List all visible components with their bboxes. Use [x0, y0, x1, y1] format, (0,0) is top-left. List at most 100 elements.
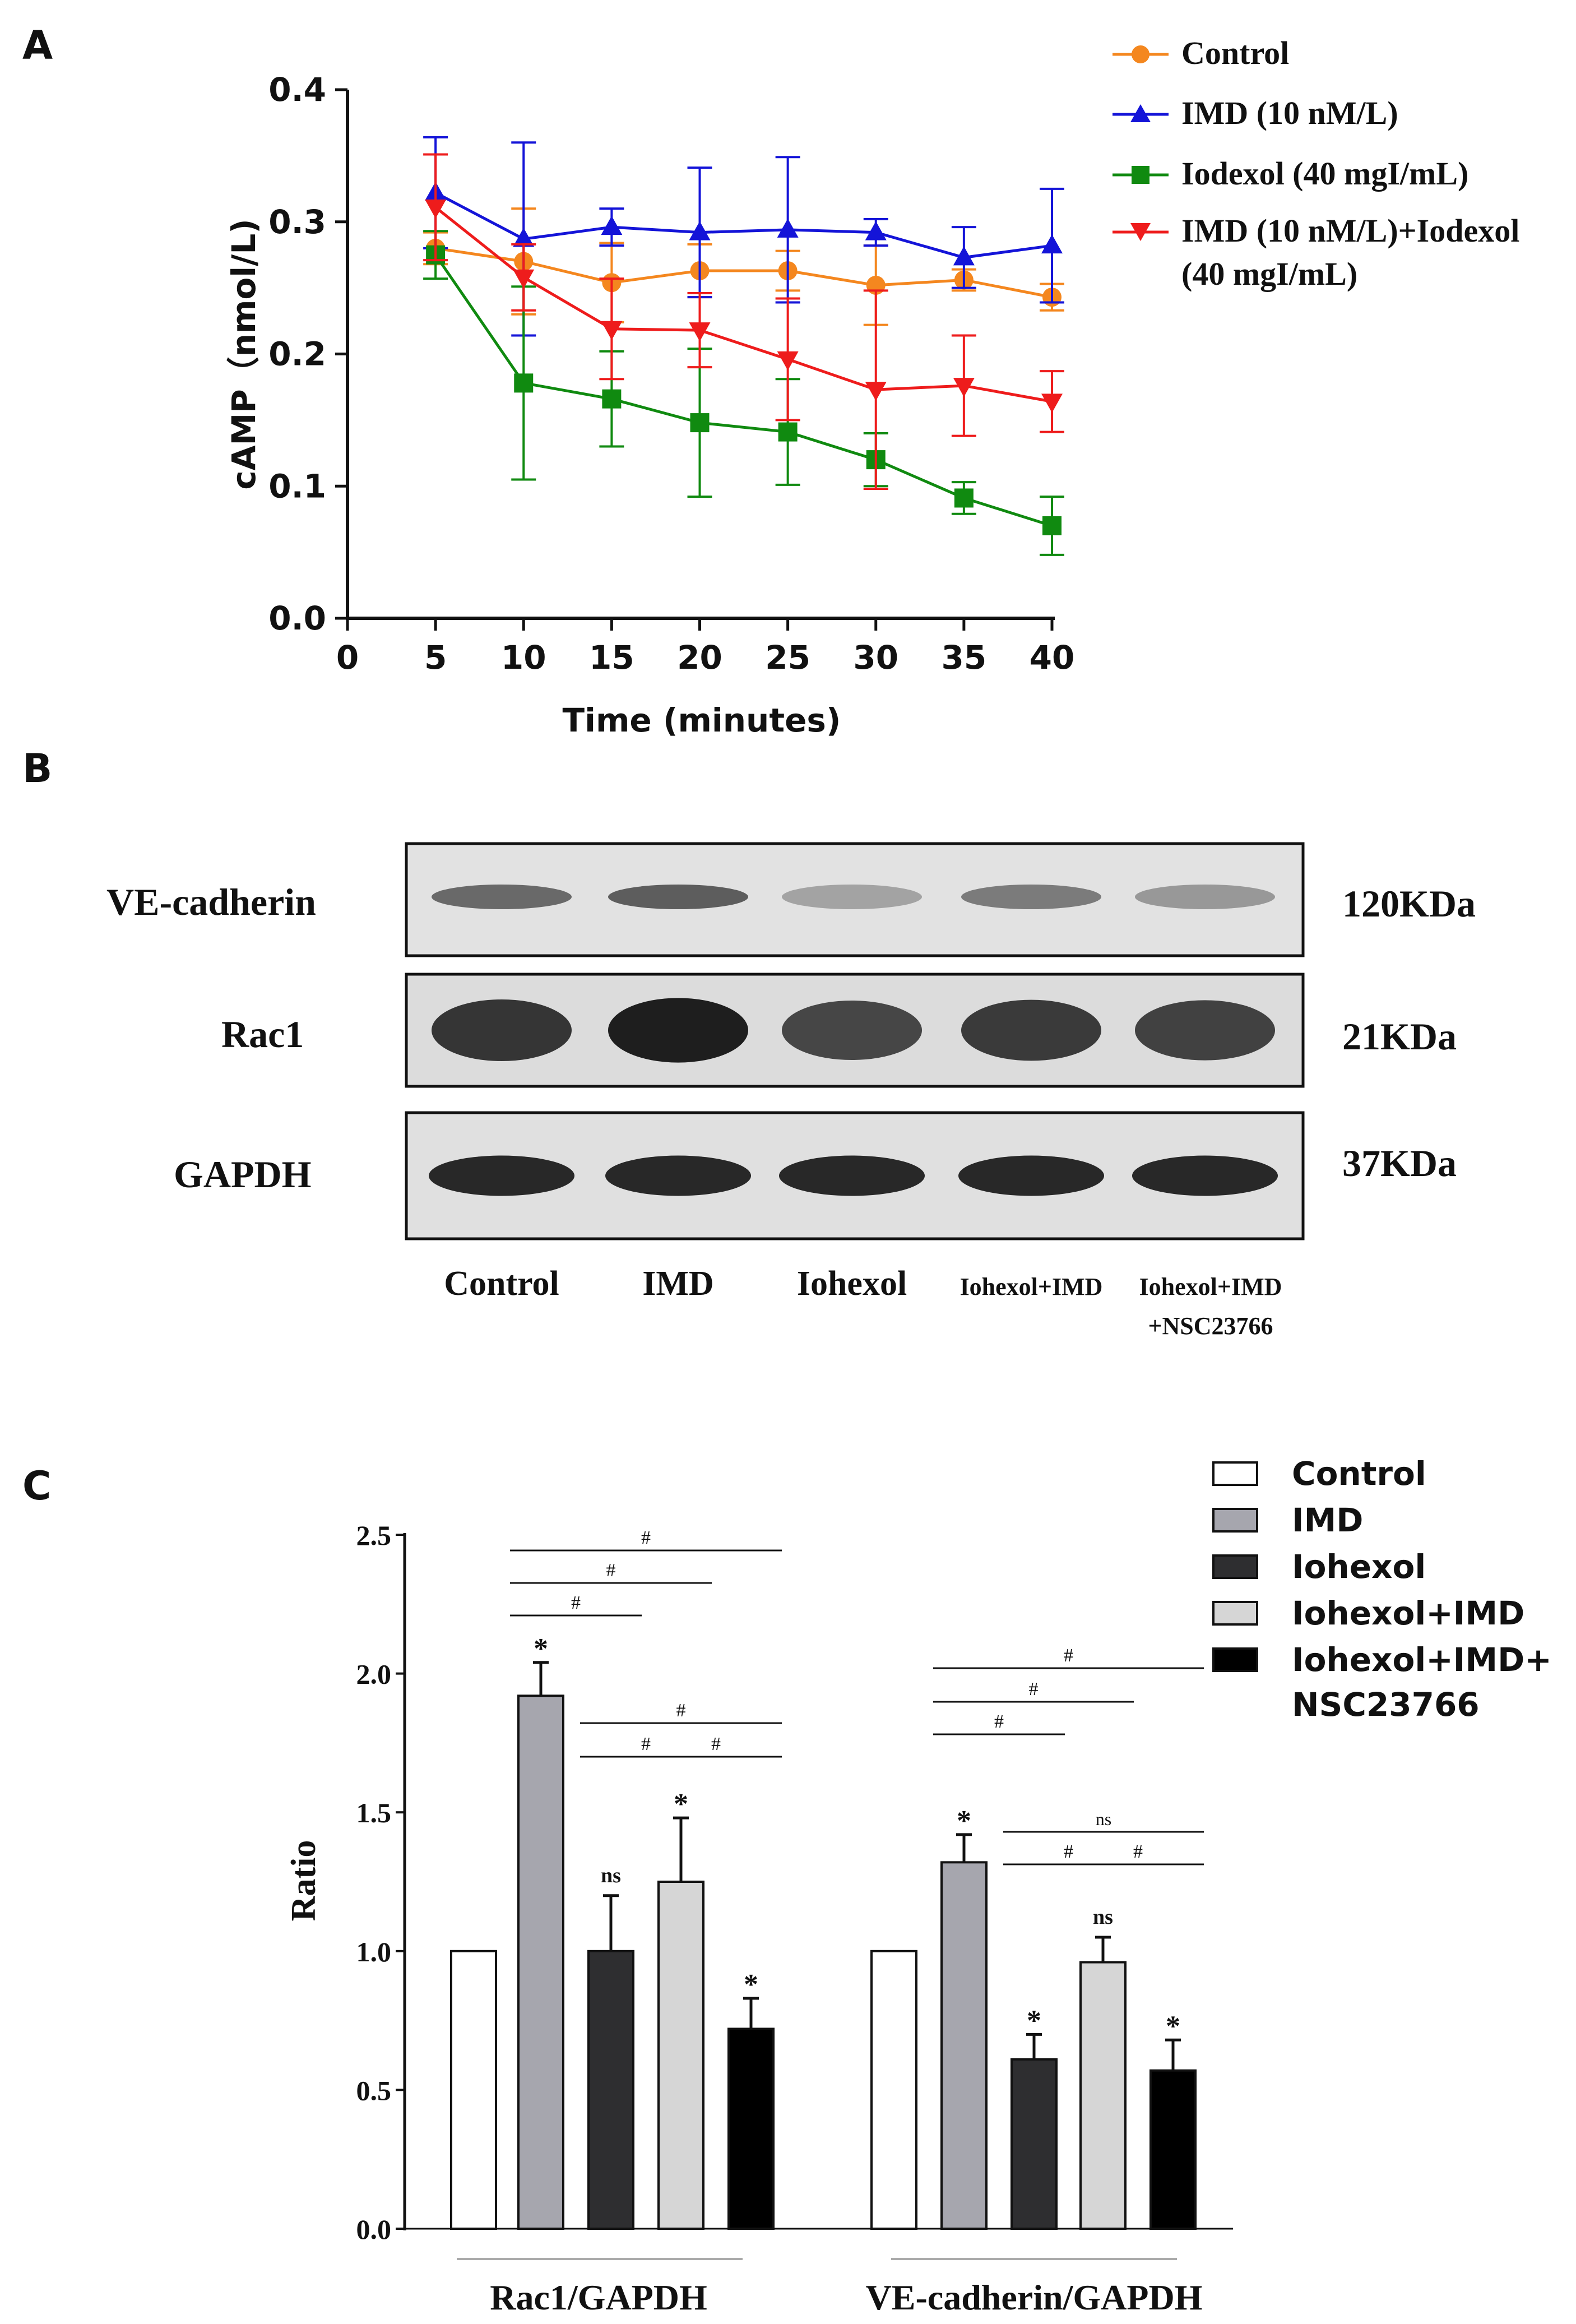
- a-x-tick-label: 40: [1030, 638, 1075, 677]
- c-significance: ns: [1093, 1905, 1113, 1929]
- blot-protein-label: VE-cadherin: [106, 881, 316, 923]
- a-x-tick-label: 25: [765, 638, 810, 677]
- a-legend-combo: IMD (10 nM/L)+Iodexol (40 mgI/mL): [1113, 212, 1519, 292]
- blot-lane-label: Iohexol: [797, 1265, 907, 1303]
- c-comparison-label: #: [711, 1734, 721, 1754]
- c-legend-item: Iohexol: [1212, 1548, 1426, 1586]
- a-y-tick-label: 0.4: [268, 71, 326, 109]
- blot-lane-label: Iohexol+IMD: [1139, 1273, 1282, 1300]
- a-legend-label: IMD (10 nM/L): [1181, 95, 1398, 131]
- c-y-tick-label: 1.5: [356, 1797, 392, 1828]
- blot-band: [608, 998, 748, 1063]
- c-legend-swatch: [1212, 1508, 1258, 1533]
- blot-band: [782, 1001, 922, 1060]
- blot-lane-label-line2: +NSC23766: [1148, 1312, 1273, 1340]
- c-bar: [870, 1950, 917, 2230]
- a-x-tick-label: 15: [589, 638, 634, 677]
- c-significance: *: [957, 1805, 971, 1837]
- c-bar: [1079, 1961, 1127, 2230]
- c-comparison-label: #: [1029, 1679, 1039, 1700]
- a-series-line: [434, 191, 1053, 259]
- c-y-tick-label: 1.0: [356, 1936, 392, 1967]
- a-data-point: [1042, 516, 1062, 535]
- a-data-point: [602, 389, 622, 409]
- blot-band: [1135, 1000, 1275, 1061]
- c-comparison-label: #: [1064, 1841, 1073, 1862]
- c-y-tick-label: 0.0: [356, 2214, 392, 2245]
- blot-band: [958, 1155, 1104, 1196]
- a-data-point: [1041, 234, 1063, 254]
- blot-row-rac1: Rac1 21KDa: [221, 973, 1457, 1088]
- c-significance: *: [1166, 2010, 1180, 2042]
- panel-c-chart: 0.0 0.5 1.0 1.5 2.0 2.5 * * ns * * ns * * # # # # # # # # # #…: [285, 1520, 1233, 2317]
- c-comparison-label: #: [676, 1700, 686, 1721]
- c-y-tick-label: 2.0: [356, 1659, 392, 1690]
- a-data-point: [689, 322, 711, 342]
- c-category-label: Rac1/GAPDH: [490, 2277, 707, 2317]
- a-data-point: [778, 422, 798, 442]
- a-legend-label-line2: (40 mgI/mL): [1181, 256, 1357, 292]
- blot-band: [429, 1155, 574, 1196]
- a-x-tick-label: 5: [424, 638, 447, 677]
- a-y-tick-label: 0.3: [268, 203, 326, 241]
- blot-row-gapdh: GAPDH 37KDa: [174, 1111, 1457, 1240]
- blot-size-label: 37KDa: [1342, 1142, 1457, 1184]
- c-comparison-label: #: [641, 1734, 651, 1754]
- c-y-tick-label: 2.5: [356, 1520, 392, 1551]
- blot-band: [961, 885, 1101, 909]
- c-legend-label: IMD: [1292, 1501, 1363, 1539]
- c-bar: [727, 2027, 775, 2230]
- c-legend-label-line2: NSC23766: [1292, 1686, 1480, 1724]
- a-legend-imd: IMD (10 nM/L): [1113, 95, 1398, 131]
- c-bar: [1149, 2069, 1197, 2230]
- a-series-3: [423, 153, 1064, 490]
- c-legend: Control IMD Iohexol Iohexol+IMD Iohexol+IMD+…: [1212, 1455, 1552, 1724]
- c-comparison-label: #: [571, 1592, 581, 1613]
- a-series-line: [434, 206, 1053, 403]
- a-y-tick-label: 0.2: [268, 335, 326, 373]
- a-series-line: [434, 254, 1053, 527]
- c-bar: [657, 1881, 704, 2230]
- a-data-point: [513, 269, 535, 289]
- blot-band: [1132, 1155, 1278, 1196]
- c-category-label: VE-cadherin/GAPDH: [866, 2277, 1203, 2317]
- a-x-axis-label: Time (minutes): [563, 701, 841, 739]
- c-legend-swatch: [1212, 1647, 1258, 1672]
- a-legend: Control IMD (10 nM/L) Iodexol (40 mgI/mL…: [1113, 35, 1519, 292]
- c-comparison-label: #: [1064, 1645, 1073, 1666]
- panel-a-letter: A: [22, 22, 53, 68]
- c-legend-label: Iohexol+IMD: [1292, 1594, 1524, 1632]
- a-data-point: [953, 246, 975, 266]
- a-data-point: [690, 413, 710, 433]
- a-x-tick-label: 30: [853, 638, 898, 677]
- blot-row-ve-cadherin: VE-cadherin 120KDa: [106, 842, 1476, 957]
- a-x-tick-label: 0: [336, 638, 359, 677]
- c-legend-item: Iohexol+IMD: [1212, 1594, 1524, 1632]
- a-y-tick-label: 0.0: [268, 599, 326, 637]
- blot-size-label: 21KDa: [1342, 1015, 1457, 1058]
- a-y-tick-label: 0.1: [268, 467, 326, 505]
- c-bar: [450, 1950, 497, 2230]
- c-legend-item: Iohexol+IMD+ NSC23766: [1212, 1641, 1552, 1724]
- a-legend-label: Iodexol (40 mgI/mL): [1181, 155, 1468, 192]
- c-bar: [587, 1950, 634, 2230]
- blot-band: [432, 999, 572, 1061]
- a-x-tick-label: 10: [501, 638, 546, 677]
- blot-lane-label: Iohexol+IMD: [960, 1273, 1103, 1300]
- c-y-axis-label: Ratio: [285, 1840, 323, 1922]
- c-legend-label: Control: [1292, 1455, 1426, 1493]
- c-legend-label: Iohexol: [1292, 1548, 1426, 1586]
- a-data-point: [777, 351, 799, 371]
- blot-band: [432, 885, 572, 909]
- a-data-point: [953, 378, 975, 397]
- a-data-point: [689, 221, 711, 240]
- c-significance: *: [674, 1788, 688, 1820]
- c-legend-swatch: [1212, 1554, 1258, 1579]
- blot-lane-label: IMD: [642, 1265, 713, 1303]
- blot-lane-label: Control: [444, 1265, 559, 1303]
- c-comparison-label: #: [1133, 1841, 1143, 1862]
- blot-band: [961, 999, 1101, 1061]
- a-data-point: [425, 199, 447, 219]
- c-significance: *: [534, 1633, 548, 1665]
